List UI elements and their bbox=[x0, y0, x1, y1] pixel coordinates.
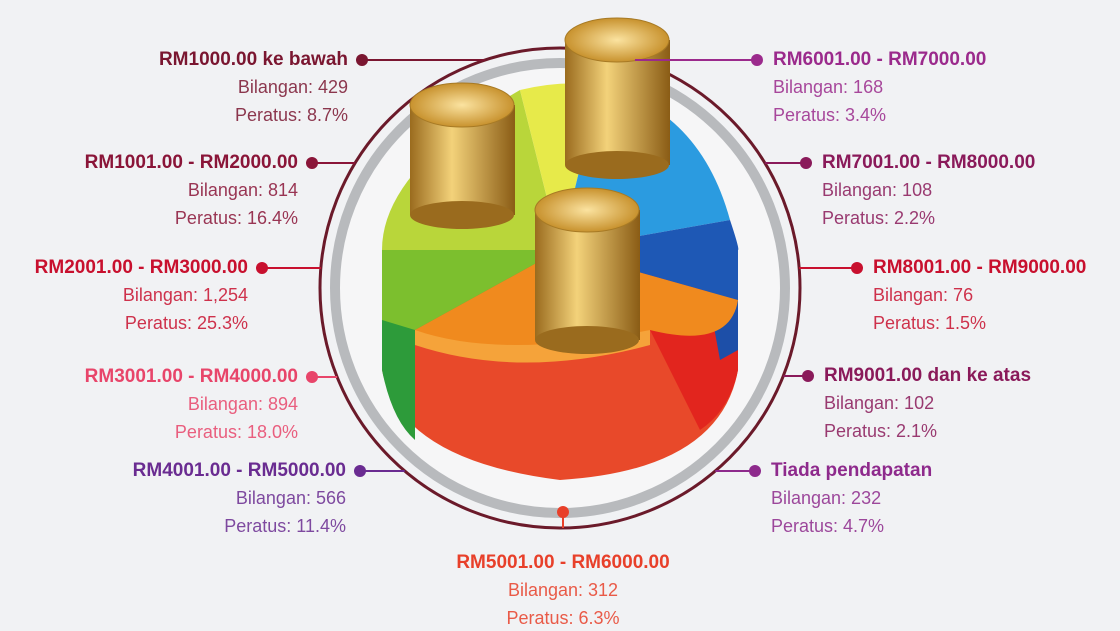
connector-dot bbox=[800, 157, 812, 169]
range-label: Tiada pendapatan bbox=[771, 460, 932, 481]
range-label: RM1001.00 - RM2000.00 bbox=[85, 152, 298, 173]
percent-text: Peratus: 2.1% bbox=[824, 421, 937, 441]
connector-dot bbox=[354, 465, 366, 477]
percent-text: Peratus: 3.4% bbox=[773, 105, 886, 125]
range-label: RM3001.00 - RM4000.00 bbox=[85, 366, 298, 387]
percent-text: Peratus: 4.7% bbox=[771, 516, 884, 536]
range-label: RM8001.00 - RM9000.00 bbox=[873, 257, 1086, 278]
count-text: Bilangan: 102 bbox=[824, 393, 934, 413]
count-text: Bilangan: 76 bbox=[873, 285, 973, 305]
connector-dot bbox=[306, 371, 318, 383]
percent-text: Peratus: 11.4% bbox=[224, 516, 346, 536]
percent-text: Peratus: 6.3% bbox=[506, 608, 619, 628]
range-label: RM2001.00 - RM3000.00 bbox=[35, 257, 248, 278]
count-text: Bilangan: 108 bbox=[822, 180, 932, 200]
count-text: Bilangan: 232 bbox=[771, 488, 881, 508]
count-text: Bilangan: 168 bbox=[773, 77, 883, 97]
connector-dot bbox=[851, 262, 863, 274]
connector-dot bbox=[557, 506, 569, 518]
percent-text: Peratus: 1.5% bbox=[873, 313, 986, 333]
percent-text: Peratus: 16.4% bbox=[175, 208, 298, 228]
range-label: RM6001.00 - RM7000.00 bbox=[773, 49, 986, 70]
percent-text: Peratus: 18.0% bbox=[175, 422, 298, 442]
connector-dot bbox=[802, 370, 814, 382]
count-text: Bilangan: 1,254 bbox=[123, 285, 248, 305]
count-text: Bilangan: 566 bbox=[236, 488, 346, 508]
connector-dot bbox=[256, 262, 268, 274]
percent-text: Peratus: 25.3% bbox=[125, 313, 248, 333]
range-label: RM9001.00 dan ke atas bbox=[824, 365, 1031, 386]
count-text: Bilangan: 312 bbox=[508, 580, 618, 600]
connector-dot bbox=[306, 157, 318, 169]
range-label: RM5001.00 - RM6000.00 bbox=[456, 552, 669, 573]
range-label: RM7001.00 - RM8000.00 bbox=[822, 152, 1035, 173]
count-text: Bilangan: 814 bbox=[188, 180, 298, 200]
range-label: RM4001.00 - RM5000.00 bbox=[133, 460, 346, 481]
percent-text: Peratus: 2.2% bbox=[822, 208, 935, 228]
connector-dot bbox=[356, 54, 368, 66]
connector-dot bbox=[751, 54, 763, 66]
infographic: RM1000.00 ke bawah Bilangan: 429 Peratus: … bbox=[0, 0, 1120, 631]
pie-illustration bbox=[320, 18, 800, 528]
range-label: RM1000.00 ke bawah bbox=[159, 49, 348, 70]
percent-text: Peratus: 8.7% bbox=[235, 105, 348, 125]
connector-dot bbox=[749, 465, 761, 477]
count-text: Bilangan: 894 bbox=[188, 394, 298, 414]
count-text: Bilangan: 429 bbox=[238, 77, 348, 97]
